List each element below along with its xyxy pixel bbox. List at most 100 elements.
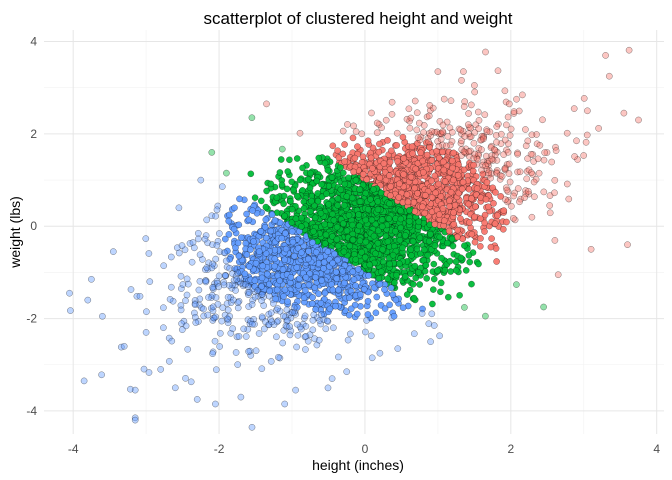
scatter-point [359, 171, 367, 178]
scatter-point [209, 260, 216, 268]
scatter-point [229, 270, 236, 277]
scatter-point [382, 176, 390, 184]
scatter-point [313, 177, 321, 185]
scatter-point [434, 267, 441, 274]
scatter-point [262, 234, 270, 242]
scatter-point [441, 266, 449, 274]
scatter-point [388, 111, 396, 118]
scatter-point [541, 149, 548, 156]
scatter-point [465, 200, 472, 208]
scatter-point [387, 284, 395, 292]
scatter-point [516, 198, 523, 206]
scatter-point [362, 238, 370, 246]
scatter-point [257, 228, 265, 235]
scatter-point [309, 239, 316, 246]
scatter-point [462, 267, 470, 274]
scatter-point [423, 113, 431, 121]
scatter-point [296, 275, 303, 282]
scatter-point [405, 105, 413, 113]
scatter-point [231, 204, 238, 212]
scatter-point [318, 311, 325, 318]
scatter-point [143, 308, 150, 315]
scatter-point [258, 365, 266, 372]
scatter-point [500, 226, 507, 233]
scatter-point [524, 137, 532, 145]
scatter-point [248, 424, 256, 431]
scatter-point [231, 265, 238, 272]
scatter-point [373, 293, 381, 301]
scatter-point [168, 337, 176, 345]
scatter-point [483, 126, 490, 133]
scatter-point [506, 100, 513, 108]
scatter-point [449, 242, 457, 250]
scatter-point [624, 241, 631, 248]
scatter-point [177, 272, 185, 280]
scatter-point [293, 155, 301, 162]
scatter-point [481, 211, 489, 219]
scatter-point [267, 227, 275, 235]
scatter-point [305, 248, 312, 255]
scatter-point [427, 132, 434, 139]
scatter-point [471, 213, 478, 221]
scatter-point [467, 124, 474, 132]
scatter-point [279, 339, 286, 347]
scatter-point [366, 261, 373, 269]
scatter-point [182, 375, 189, 382]
scatter-point [516, 168, 524, 176]
scatter-point [288, 206, 296, 213]
scatter-point [293, 192, 301, 200]
scatter-point [234, 304, 242, 312]
scatter-point [334, 256, 341, 264]
scatter-point [204, 266, 212, 273]
scatter-point [175, 204, 183, 212]
scatter-point [503, 186, 511, 194]
scatter-point [168, 283, 175, 291]
scatter-point [175, 249, 183, 257]
scatter-point [212, 400, 219, 408]
scatter-point [210, 314, 217, 322]
scatter-point [280, 200, 287, 208]
scatter-point [225, 231, 233, 238]
scatter-point [478, 146, 485, 153]
scatter-point [279, 145, 286, 153]
scatter-point [353, 310, 361, 318]
scatter-point [417, 149, 424, 156]
scatter-point [267, 309, 275, 317]
scatter-point [459, 127, 467, 135]
scatter-point [213, 242, 221, 249]
scatter-point [224, 319, 232, 327]
scatter-point [374, 206, 382, 213]
scatter-point [312, 248, 320, 256]
scatter-point [392, 296, 400, 304]
scatter-point [503, 184, 510, 191]
scatter-point [226, 264, 233, 272]
scatter-point [368, 216, 376, 224]
scatter-point [482, 48, 489, 56]
scatter-point [356, 222, 363, 230]
scatter-point [209, 284, 216, 291]
scatter-point [214, 301, 222, 308]
scatter-point [470, 154, 478, 162]
scatter-point [251, 277, 259, 284]
scatter-point [350, 276, 358, 283]
chart-title: scatterplot of clustered height and weig… [203, 9, 512, 28]
scatter-point [281, 256, 288, 264]
scatter-point [372, 309, 380, 317]
scatter-point [468, 230, 476, 238]
scatter-point [528, 169, 535, 176]
scatter-point [323, 190, 330, 198]
scatter-point [341, 141, 348, 148]
scatter-point [255, 248, 263, 255]
scatter-point [192, 319, 200, 326]
scatter-point [247, 352, 255, 359]
scatter-point [466, 258, 473, 266]
scatter-point [456, 292, 463, 299]
scatter-point [196, 301, 203, 309]
scatter-point [251, 194, 259, 201]
scatter-point [282, 245, 290, 253]
scatter-point [375, 275, 383, 282]
scatter-point [258, 197, 265, 205]
y-axis-ticks: -4 -2 0 2 4 [26, 35, 37, 418]
scatter-point [204, 311, 212, 319]
scatter-point [381, 286, 388, 293]
